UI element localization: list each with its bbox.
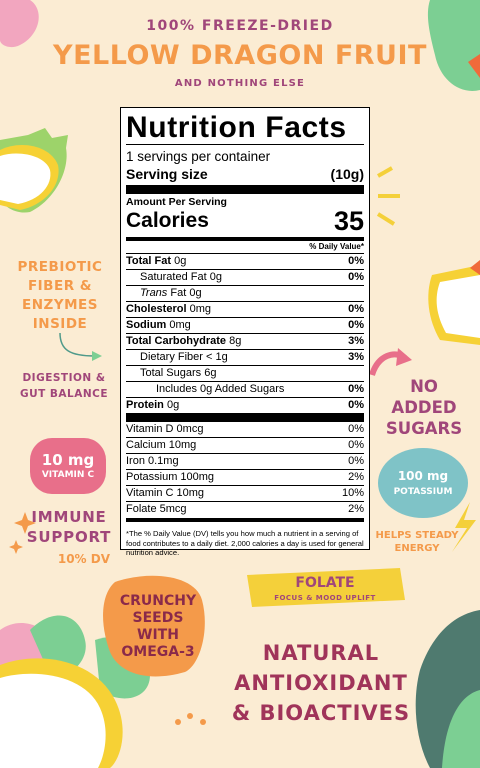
immune-callout: IMMUNE SUPPORT [26, 508, 112, 546]
vitamin-row: Vitamin D 0mcg 0% [126, 423, 364, 435]
vitamin-row: Vitamin C 10mg 10% [126, 485, 364, 499]
crunchy-seeds-callout: CRUNCHY SEEDS WITH OMEGA-3 [119, 593, 197, 660]
amount-per-serving: Amount Per Serving [126, 196, 227, 208]
no-added-sugars-callout: NO ADDED SUGARS [385, 377, 463, 438]
calories-row: Calories 35 [126, 206, 364, 236]
nutrient-row: Cholesterol 0mg 0% [126, 301, 364, 315]
nutrient-row: Dietary Fiber < 1g 3% [126, 349, 364, 365]
steady-energy-callout: HELPS STEADY ENERGY [375, 530, 459, 554]
digestion-callout: DIGESTION & GUT BALANCE [19, 372, 109, 400]
nutrient-row: Protein 0g 0% [126, 397, 364, 411]
nutrient-row: Saturated Fat 0g 0% [126, 269, 364, 285]
daily-value-header: % Daily Value* [309, 242, 364, 251]
nutrition-facts-title: Nutrition Facts [126, 111, 347, 144]
vitamin-row: Iron 0.1mg 0% [126, 453, 364, 467]
nutrition-facts-label: Nutrition Facts 1 servings per container… [120, 107, 370, 557]
vitamin-row: Folate 5mcg 2% [126, 501, 364, 515]
folate-title: FOLATE [295, 575, 355, 591]
serving-size: Serving size (10g) [126, 166, 364, 182]
nutrient-row: Sodium 0mg 0% [126, 317, 364, 331]
vitamin-row: Calcium 10mg 0% [126, 437, 364, 451]
nutrient-row: Includes 0g Added Sugars 0% [126, 381, 364, 397]
folate-subtitle: FOCUS & MOOD UPLIFT [274, 594, 376, 602]
servings-per-container: 1 servings per container [126, 149, 271, 164]
header-eyebrow: 100% FREEZE-DRIED [146, 18, 334, 34]
antioxidant-callout: NATURAL ANTIOXIDANT & BIOACTIVES [231, 641, 411, 725]
vitamin-row: Potassium 100mg 2% [126, 469, 364, 483]
nutrient-row: Trans Fat 0g [126, 285, 364, 301]
product-title: YELLOW DRAGON FRUIT [53, 40, 427, 71]
nutrient-row: Total Carbohydrate 8g 3% [126, 333, 364, 347]
vitamin-c-badge: 10 mg VITAMIN C [30, 438, 106, 494]
header-subtitle: AND NOTHING ELSE [174, 78, 306, 89]
immune-dv: 10% DV [57, 552, 110, 566]
nutrient-row: Total Fat 0g 0% [126, 253, 364, 267]
prebiotic-callout: PREBIOTIC FIBER & ENZYMES INSIDE [17, 259, 103, 332]
footnote: *The % Daily Value (DV) tells you how mu… [126, 529, 364, 557]
potassium-badge: 100 mg POTASSIUM [378, 448, 468, 518]
nutrient-row: Total Sugars 6g [126, 365, 364, 381]
